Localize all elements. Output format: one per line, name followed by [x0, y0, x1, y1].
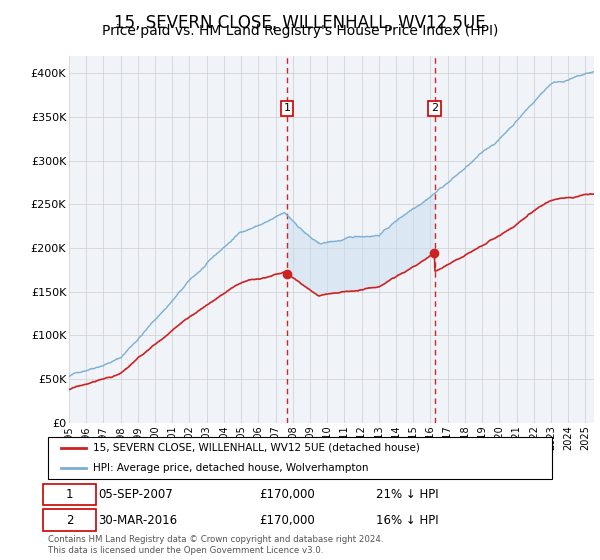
Text: 1: 1 — [65, 488, 73, 501]
Text: 15, SEVERN CLOSE, WILLENHALL, WV12 5UE: 15, SEVERN CLOSE, WILLENHALL, WV12 5UE — [114, 14, 486, 32]
Text: 21% ↓ HPI: 21% ↓ HPI — [376, 488, 438, 501]
Text: £170,000: £170,000 — [260, 514, 316, 527]
FancyBboxPatch shape — [43, 484, 96, 505]
Text: £170,000: £170,000 — [260, 488, 316, 501]
Text: 16% ↓ HPI: 16% ↓ HPI — [376, 514, 438, 527]
Text: 2: 2 — [431, 104, 438, 114]
Text: 15, SEVERN CLOSE, WILLENHALL, WV12 5UE (detached house): 15, SEVERN CLOSE, WILLENHALL, WV12 5UE (… — [94, 443, 420, 452]
Text: 1: 1 — [284, 104, 290, 114]
Text: HPI: Average price, detached house, Wolverhampton: HPI: Average price, detached house, Wolv… — [94, 463, 369, 473]
FancyBboxPatch shape — [43, 510, 96, 531]
Text: Contains HM Land Registry data © Crown copyright and database right 2024.
This d: Contains HM Land Registry data © Crown c… — [48, 535, 383, 555]
Text: Price paid vs. HM Land Registry's House Price Index (HPI): Price paid vs. HM Land Registry's House … — [102, 24, 498, 38]
Text: 2: 2 — [65, 514, 73, 527]
Text: 05-SEP-2007: 05-SEP-2007 — [98, 488, 173, 501]
FancyBboxPatch shape — [48, 437, 552, 479]
Text: 30-MAR-2016: 30-MAR-2016 — [98, 514, 178, 527]
